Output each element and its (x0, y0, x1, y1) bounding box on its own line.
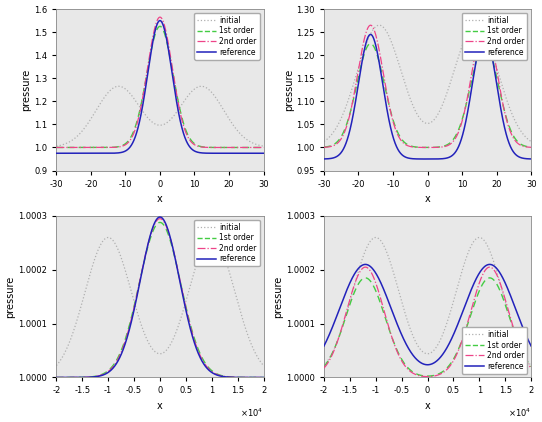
Text: $\times 10^4$: $\times 10^4$ (240, 406, 263, 419)
Legend: initial, 1st order, 2nd order, reference: initial, 1st order, 2nd order, reference (462, 327, 527, 373)
X-axis label: x: x (425, 194, 430, 204)
Y-axis label: pressure: pressure (283, 69, 294, 111)
Y-axis label: pressure: pressure (5, 276, 16, 318)
Y-axis label: pressure: pressure (21, 69, 31, 111)
X-axis label: x: x (425, 401, 430, 411)
X-axis label: x: x (157, 401, 163, 411)
X-axis label: x: x (157, 194, 163, 204)
Legend: initial, 1st order, 2nd order, reference: initial, 1st order, 2nd order, reference (462, 13, 527, 60)
Legend: initial, 1st order, 2nd order, reference: initial, 1st order, 2nd order, reference (194, 220, 260, 266)
Text: $\times 10^4$: $\times 10^4$ (508, 406, 531, 419)
Legend: initial, 1st order, 2nd order, reference: initial, 1st order, 2nd order, reference (194, 13, 260, 60)
Y-axis label: pressure: pressure (273, 276, 283, 318)
